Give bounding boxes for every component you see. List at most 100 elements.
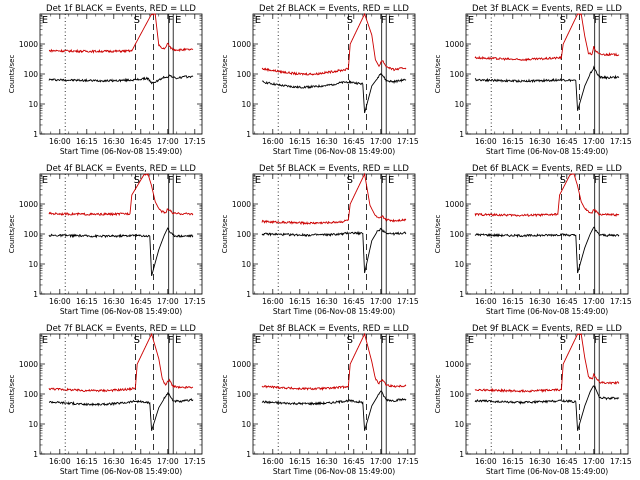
y-tick-label: 100 [237, 230, 252, 239]
event-marker-f: F [381, 335, 387, 346]
plot-frame [252, 13, 416, 135]
event-marker-f: F [381, 175, 387, 186]
chart-title: Det 3f BLACK = Events, RED = LLD [472, 4, 622, 14]
chart-panel-4: Det 4f BLACK = Events, RED = LLD Counts/s… [8, 164, 206, 316]
x-tick-label: 17:15 [184, 297, 206, 306]
y-axis-label: Counts/sec [221, 55, 229, 94]
event-marker-s: S [347, 15, 353, 26]
x-tick-label: 17:15 [397, 137, 419, 146]
y-tick-label: 1000 [232, 200, 251, 209]
x-axis-label: Start Time (06-Nov-08 15:49:00) [486, 147, 608, 156]
y-tick-label: 10 [454, 420, 464, 429]
y-tick-label: 10 [28, 100, 38, 109]
events-series-line [261, 390, 407, 431]
chart-panel-9: Det 9f BLACK = Events, RED = LLD Counts/s… [434, 324, 632, 476]
plot-frame [39, 13, 203, 135]
x-tick-label: 16:00 [49, 137, 71, 146]
x-tick-label: 17:00 [370, 457, 392, 466]
y-tick-label: 1 [246, 450, 251, 459]
y-axis-label: Counts/sec [221, 215, 229, 254]
events-series-line [48, 391, 194, 431]
y-tick-label: 1 [33, 450, 38, 459]
x-tick-label: 17:00 [157, 457, 179, 466]
chart-panel-1: Det 1f BLACK = Events, RED = LLD Counts/s… [8, 4, 206, 156]
x-tick-label: 16:00 [49, 457, 71, 466]
event-marker-s: S [134, 175, 140, 186]
event-marker-e: E [255, 15, 261, 26]
y-tick-label: 1 [459, 450, 464, 459]
x-tick-label: 16:45 [130, 137, 152, 146]
y-tick-label: 10 [28, 420, 38, 429]
x-tick-label: 17:15 [184, 457, 206, 466]
x-axis-label: Start Time (06-Nov-08 15:49:00) [60, 307, 182, 316]
x-tick-label: 16:45 [343, 137, 365, 146]
lld-series-line [474, 333, 620, 393]
y-tick-label: 1000 [445, 40, 464, 49]
event-marker-s: S [347, 335, 353, 346]
y-tick-label: 1000 [445, 360, 464, 369]
plot-frame [252, 333, 416, 455]
x-axis-label: Start Time (06-Nov-08 15:49:00) [60, 147, 182, 156]
x-axis-label: Start Time (06-Nov-08 15:49:00) [60, 467, 182, 476]
x-tick-label: 16:30 [529, 297, 551, 306]
y-tick-label: 10 [454, 260, 464, 269]
y-tick-label: 100 [237, 70, 252, 79]
y-axis-label: Counts/sec [434, 375, 442, 414]
x-tick-label: 16:30 [529, 137, 551, 146]
event-marker-f: F [168, 175, 174, 186]
chart-panel-3: Det 3f BLACK = Events, RED = LLD Counts/s… [434, 4, 632, 156]
x-tick-label: 16:30 [316, 457, 338, 466]
event-marker-e: E [175, 175, 181, 186]
event-marker-e: E [601, 175, 607, 186]
event-marker-s: S [134, 335, 140, 346]
chart-title: Det 6f BLACK = Events, RED = LLD [472, 164, 622, 174]
event-marker-s: S [560, 15, 566, 26]
x-tick-label: 16:15 [289, 137, 311, 146]
event-marker-e: E [175, 15, 181, 26]
event-marker-e: E [42, 335, 48, 346]
y-tick-label: 1 [246, 290, 251, 299]
y-tick-label: 1 [246, 130, 251, 139]
x-tick-label: 16:15 [76, 297, 98, 306]
x-tick-label: 17:00 [583, 297, 605, 306]
events-series-line [261, 72, 407, 114]
chart-title: Det 4f BLACK = Events, RED = LLD [46, 164, 196, 174]
x-tick-label: 16:00 [475, 457, 497, 466]
chart-title: Det 5f BLACK = Events, RED = LLD [259, 164, 409, 174]
lld-series-line [48, 332, 194, 393]
event-marker-f: F [594, 175, 600, 186]
event-marker-e: E [468, 175, 474, 186]
x-axis-label: Start Time (06-Nov-08 15:49:00) [273, 307, 395, 316]
x-tick-label: 16:30 [316, 297, 338, 306]
x-tick-label: 16:00 [49, 297, 71, 306]
y-tick-label: 1 [33, 130, 38, 139]
y-tick-label: 100 [24, 70, 39, 79]
y-tick-label: 100 [24, 390, 39, 399]
x-tick-label: 16:15 [289, 457, 311, 466]
event-marker-s: S [134, 15, 140, 26]
y-tick-label: 1000 [19, 40, 38, 49]
events-series-line [474, 226, 620, 274]
event-marker-f: F [594, 15, 600, 26]
x-axis-label: Start Time (06-Nov-08 15:49:00) [486, 467, 608, 476]
event-marker-e: E [42, 15, 48, 26]
x-tick-label: 16:00 [262, 457, 284, 466]
x-tick-label: 17:00 [370, 297, 392, 306]
y-axis-label: Counts/sec [8, 375, 16, 414]
y-tick-label: 100 [450, 70, 465, 79]
x-tick-label: 16:15 [76, 137, 98, 146]
lld-series-line [261, 12, 407, 76]
x-tick-label: 17:00 [583, 457, 605, 466]
y-tick-label: 100 [450, 230, 465, 239]
lld-series-line [261, 172, 407, 226]
events-series-line [48, 74, 194, 85]
y-tick-label: 10 [454, 100, 464, 109]
event-marker-s: S [560, 175, 566, 186]
chart-title: Det 9f BLACK = Events, RED = LLD [472, 324, 622, 334]
chart-title: Det 1f BLACK = Events, RED = LLD [46, 4, 196, 14]
chart-panel-8: Det 8f BLACK = Events, RED = LLD Counts/s… [221, 324, 419, 476]
x-tick-label: 17:00 [583, 137, 605, 146]
event-marker-f: F [381, 15, 387, 26]
y-axis-label: Counts/sec [8, 215, 16, 254]
plot-frame [39, 173, 203, 295]
